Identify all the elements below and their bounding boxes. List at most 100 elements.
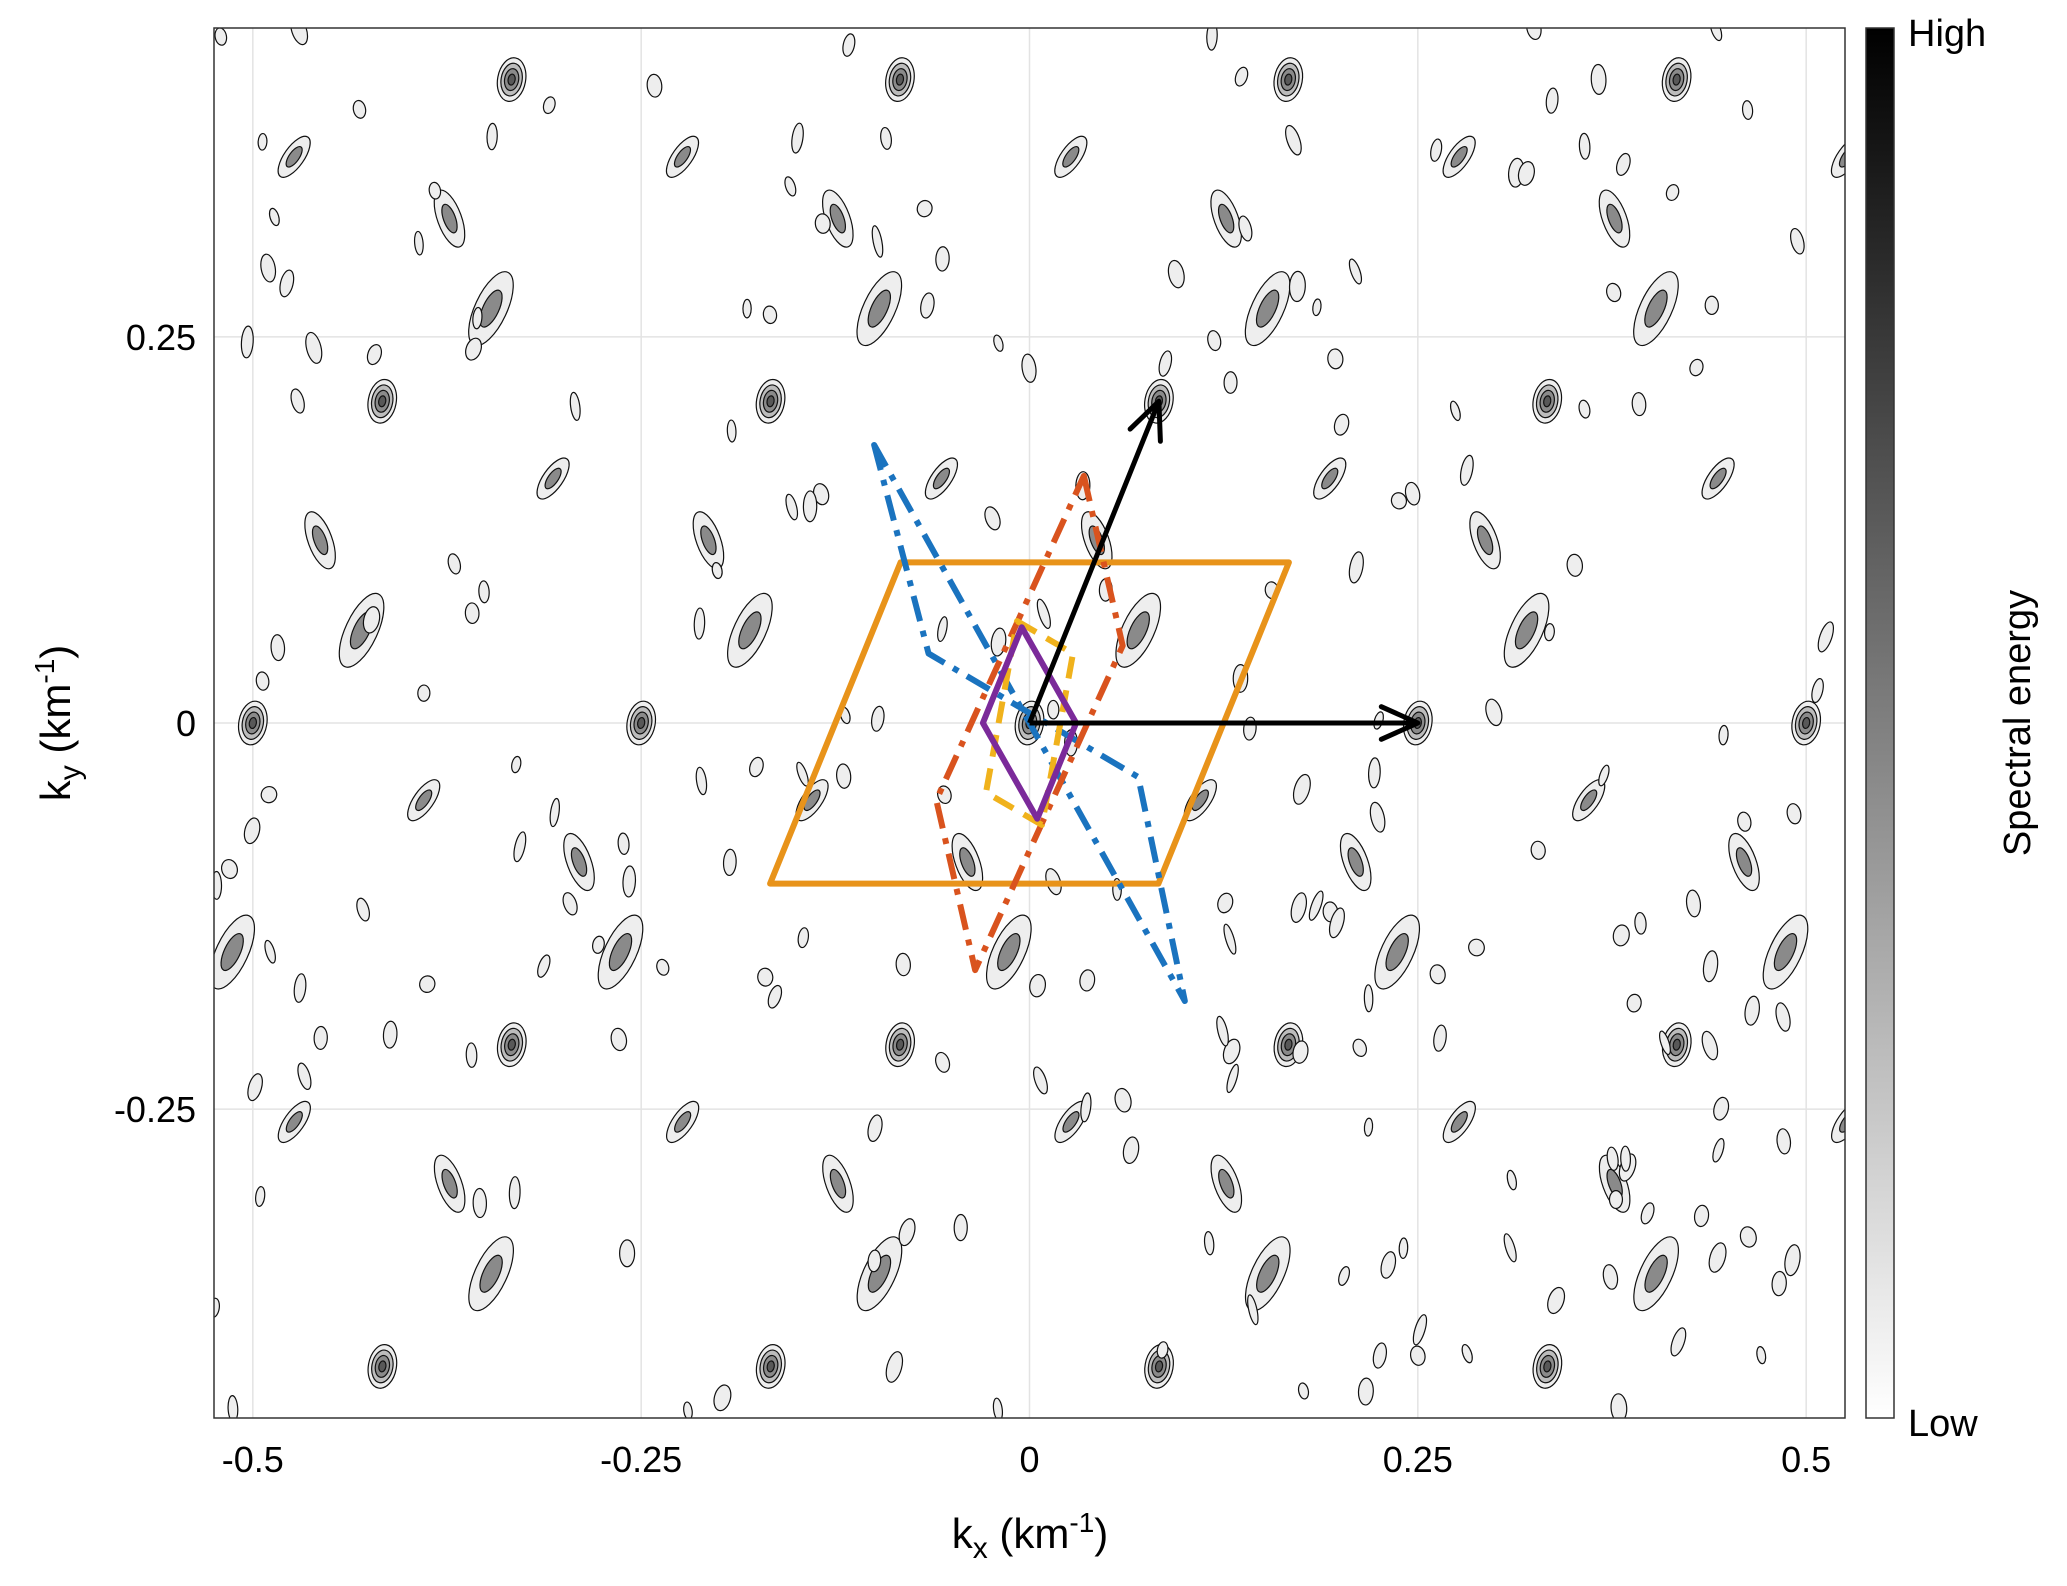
contour-level bbox=[646, 73, 663, 98]
minor-contour bbox=[257, 132, 268, 151]
contour-level bbox=[264, 939, 276, 964]
contour-level bbox=[1429, 964, 1446, 985]
minor-contour bbox=[713, 1384, 732, 1412]
contour-level bbox=[1543, 1360, 1552, 1373]
contour-level bbox=[1665, 184, 1680, 202]
minor-contour bbox=[1217, 892, 1234, 914]
spectral-peak bbox=[1791, 700, 1822, 746]
contour-level bbox=[738, 611, 762, 650]
contour-level bbox=[1610, 1393, 1628, 1418]
minor-contour bbox=[1047, 699, 1060, 720]
contour-level bbox=[785, 493, 799, 521]
contour-level bbox=[1612, 924, 1630, 947]
overlay-polygon bbox=[933, 472, 1126, 974]
contour-level bbox=[1363, 1117, 1374, 1137]
contour-level bbox=[726, 419, 737, 443]
contour-level bbox=[1292, 1040, 1309, 1064]
minor-contour bbox=[656, 958, 670, 976]
minor-contour bbox=[1689, 358, 1704, 377]
minor-contour bbox=[1243, 716, 1257, 741]
contour-level bbox=[180, 846, 202, 878]
spectral-ridge bbox=[536, 457, 570, 500]
spectral-ridge bbox=[727, 592, 773, 668]
minor-contour bbox=[1626, 993, 1642, 1013]
colorbar-low-label: Low bbox=[1908, 1403, 1978, 1445]
contour-level bbox=[916, 199, 933, 218]
spectral-ridge bbox=[1244, 1236, 1291, 1312]
minor-contour bbox=[842, 33, 856, 57]
minor-contour bbox=[264, 939, 276, 964]
contour-level bbox=[898, 1218, 916, 1247]
spectral-ridge bbox=[589, 0, 652, 30]
contour-level bbox=[766, 1360, 775, 1373]
minor-contour bbox=[511, 755, 522, 774]
spectral-ridge bbox=[1244, 271, 1291, 347]
x-axis-label: kx (km-1) bbox=[952, 1507, 1109, 1565]
contour-level bbox=[920, 1418, 964, 1469]
spectral-ridge bbox=[201, 0, 264, 30]
contour-level bbox=[1412, 1314, 1428, 1346]
contour-level bbox=[1352, 1038, 1368, 1057]
contour-level bbox=[1631, 392, 1647, 417]
contour-level bbox=[1545, 87, 1559, 114]
contour-level bbox=[937, 785, 952, 805]
contour-level bbox=[260, 253, 277, 283]
contour-level bbox=[1390, 492, 1408, 510]
spectral-ridge bbox=[169, 830, 212, 895]
spectral-ridge bbox=[1955, 775, 1999, 826]
minor-contour bbox=[797, 927, 810, 949]
contour-level bbox=[1931, 1360, 1940, 1372]
minor-contour bbox=[1701, 1030, 1719, 1061]
contour-level bbox=[1217, 203, 1235, 234]
minor-contour bbox=[984, 506, 1001, 531]
spectral-ridge bbox=[1313, 457, 1347, 500]
contour-level bbox=[1485, 698, 1503, 727]
contour-level bbox=[1366, 0, 1429, 30]
minor-contour bbox=[1080, 1092, 1092, 1123]
colorbar-high-label: High bbox=[1908, 13, 1986, 55]
contour-level bbox=[1158, 350, 1173, 377]
contour-level bbox=[867, 1114, 883, 1142]
spectral-ridge bbox=[1830, 135, 1845, 178]
contour-level bbox=[895, 73, 905, 86]
contour-level bbox=[608, 933, 633, 972]
minor-contour bbox=[1412, 1314, 1428, 1346]
contour-level bbox=[932, 467, 951, 490]
spectral-peak bbox=[1273, 1022, 1304, 1068]
minor-contour bbox=[1712, 1138, 1725, 1163]
contour-level bbox=[1363, 984, 1374, 1013]
minor-contour bbox=[1744, 995, 1760, 1026]
contour-level bbox=[1338, 1266, 1351, 1286]
contour-level bbox=[1238, 215, 1253, 242]
minor-contour bbox=[1433, 1024, 1447, 1052]
minor-contour bbox=[1665, 184, 1680, 202]
contour-level bbox=[1154, 1360, 1164, 1373]
contour-level bbox=[1790, 227, 1805, 255]
spectral-ridge bbox=[920, 1418, 964, 1469]
contour-level bbox=[1620, 1145, 1632, 1172]
minor-contour bbox=[356, 897, 371, 922]
spectral-ridge bbox=[1115, 592, 1162, 668]
contour-level bbox=[1966, 788, 1988, 813]
contour-level bbox=[1672, 73, 1681, 86]
spectral-ridge bbox=[1366, 0, 1429, 30]
contour-level bbox=[1744, 995, 1760, 1026]
minor-contour bbox=[1685, 889, 1702, 918]
contour-level bbox=[935, 246, 950, 272]
spectral-ridge bbox=[1469, 511, 1501, 570]
minor-contour bbox=[382, 1020, 398, 1049]
minor-contour bbox=[993, 334, 1004, 352]
minor-contour bbox=[1659, 1030, 1671, 1056]
contour-level bbox=[472, 1187, 488, 1219]
contour-level bbox=[441, 1168, 458, 1199]
minor-contour bbox=[867, 1114, 883, 1142]
contour-level bbox=[50, 202, 72, 234]
contour-level bbox=[1838, 145, 1845, 168]
minor-contour bbox=[1328, 907, 1345, 939]
contour-level bbox=[1167, 259, 1185, 289]
spectral-ridge bbox=[433, 1154, 466, 1213]
minor-contour bbox=[695, 766, 708, 796]
contour-level bbox=[1702, 950, 1719, 983]
minor-contour bbox=[1114, 1087, 1132, 1113]
contour-level bbox=[1923, 1348, 1949, 1384]
